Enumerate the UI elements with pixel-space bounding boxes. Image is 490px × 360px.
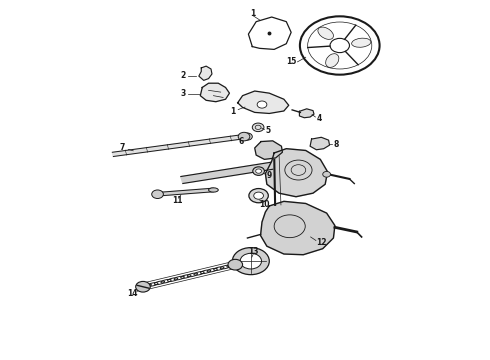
Text: 5: 5 [266,126,271,135]
Text: 11: 11 [172,196,182,205]
Ellipse shape [326,54,339,67]
Circle shape [323,171,331,177]
Circle shape [243,133,252,140]
Text: 2: 2 [180,71,185,80]
Circle shape [257,101,267,108]
Text: 10: 10 [259,200,270,209]
Polygon shape [181,162,273,184]
Ellipse shape [209,188,218,192]
Circle shape [253,167,265,175]
Polygon shape [299,109,314,118]
Circle shape [256,169,262,173]
Polygon shape [248,17,291,49]
Polygon shape [310,137,330,150]
Polygon shape [255,141,282,159]
Polygon shape [199,66,212,80]
Circle shape [252,123,264,132]
Circle shape [238,132,250,141]
Text: 8: 8 [334,140,339,149]
Polygon shape [112,135,245,157]
Polygon shape [261,201,335,255]
Text: 1: 1 [250,9,255,18]
Circle shape [240,253,262,269]
Text: 1: 1 [230,107,236,116]
Circle shape [254,192,264,199]
Circle shape [136,282,150,292]
Text: 15: 15 [286,57,296,66]
Polygon shape [200,83,229,102]
Circle shape [249,189,269,203]
Polygon shape [238,91,289,113]
Circle shape [228,259,243,270]
Circle shape [152,190,163,198]
Text: 6: 6 [239,137,244,146]
Text: 13: 13 [248,247,259,256]
Text: 12: 12 [317,238,327,247]
Polygon shape [157,188,214,196]
Text: 14: 14 [127,289,138,298]
Text: 4: 4 [316,114,321,123]
Circle shape [232,248,270,275]
Ellipse shape [318,27,334,39]
Text: 7: 7 [120,144,125,153]
Ellipse shape [352,38,371,47]
Polygon shape [266,149,328,197]
Text: 9: 9 [267,171,272,180]
Text: 3: 3 [180,89,185,98]
